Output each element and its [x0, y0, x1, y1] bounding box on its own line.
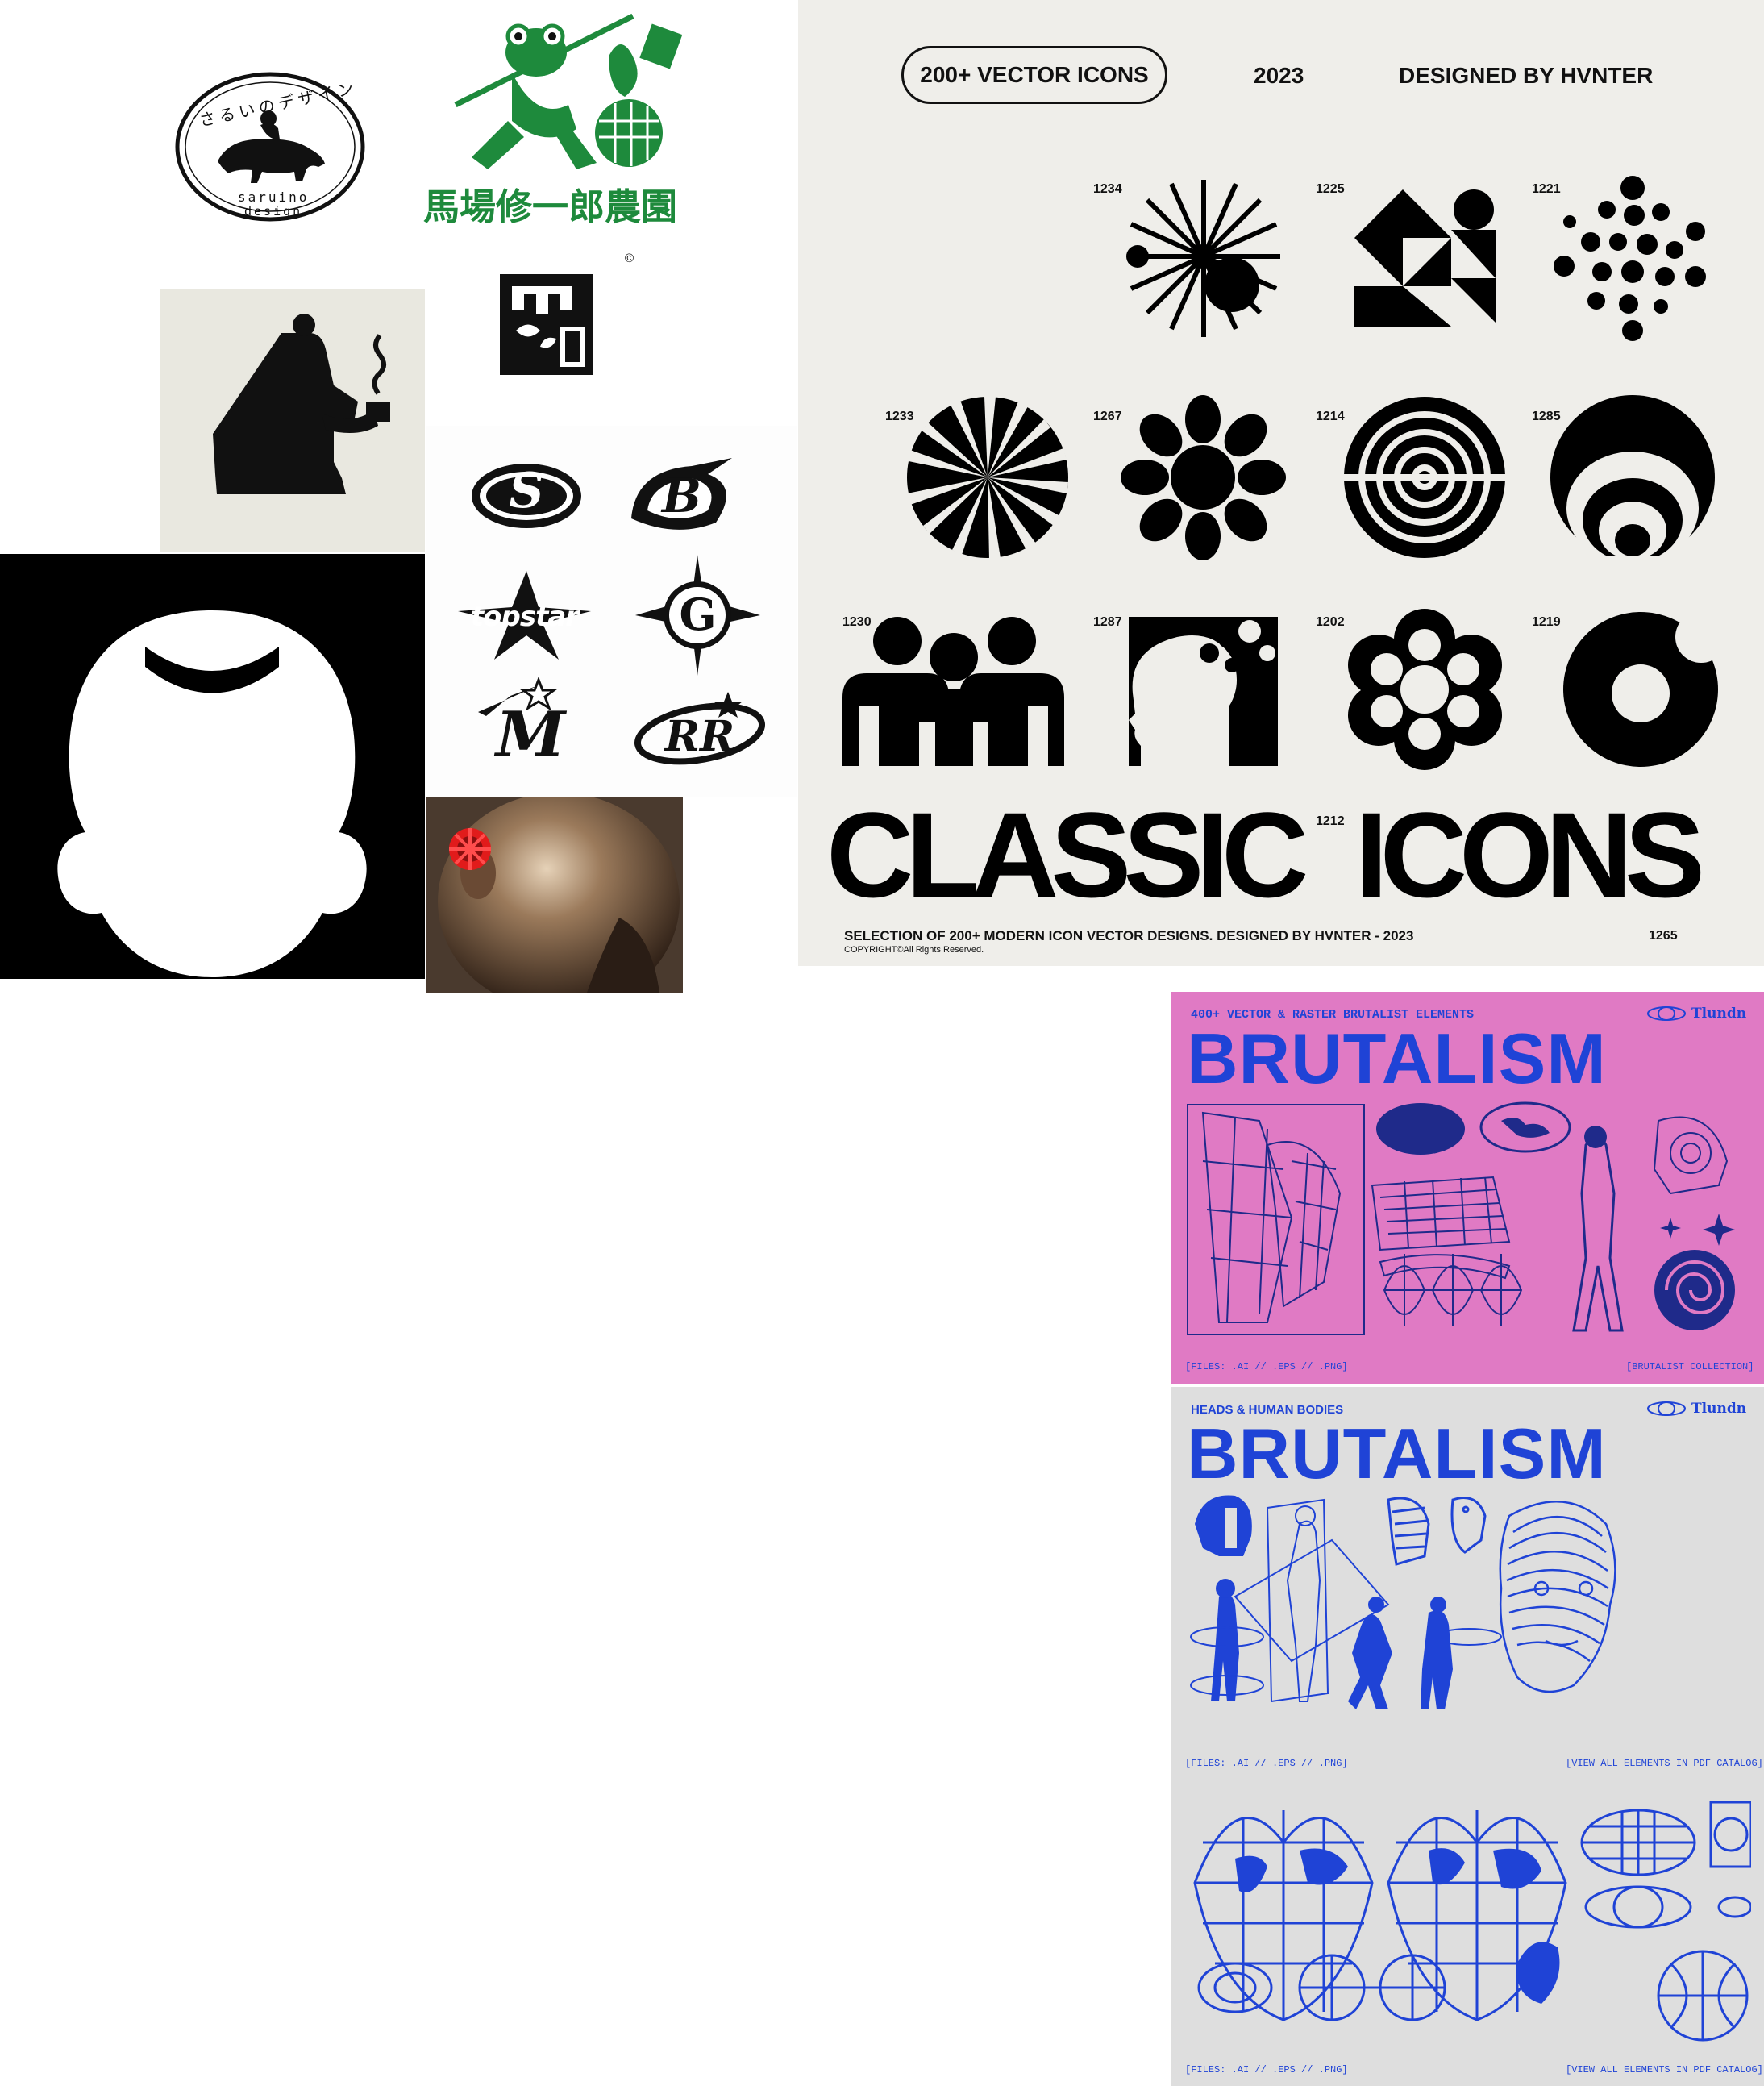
- icon-number-1202: 1202: [1316, 615, 1345, 629]
- saruino-logo-tile[interactable]: さるいのデザイン saruino design: [173, 69, 367, 226]
- brutalism-pink-tile[interactable]: 400+ VECTOR & RASTER BRUTALIST ELEMENTS …: [1171, 992, 1764, 1384]
- gothic-logo-m[interactable]: M: [462, 676, 591, 772]
- bear-pipe-tile[interactable]: [160, 289, 425, 552]
- pink-tagline: 400+ VECTOR & RASTER BRUTALIST ELEMENTS: [1191, 1008, 1475, 1022]
- icon-number-1285: 1285: [1532, 410, 1561, 423]
- bald-head-tile[interactable]: [0, 554, 425, 979]
- glyph-logo-tile[interactable]: ©: [492, 250, 645, 379]
- flower-outline-icon: [1348, 609, 1502, 770]
- red-valve-icon: [449, 828, 491, 870]
- bald-photo-tile[interactable]: [426, 797, 683, 993]
- heads-title: BRUTALISM: [1187, 1414, 1607, 1493]
- gothic-logo-m-letter: M: [495, 698, 566, 772]
- poster-title-icons: ICONS: [1354, 787, 1705, 922]
- icon-number-1214: 1214: [1316, 410, 1345, 423]
- globe-badge-icon: [1647, 1006, 1686, 1021]
- poster-copyright: COPYRIGHT©All Rights Reserved.: [844, 945, 984, 955]
- dot-cluster-icon: [1554, 176, 1706, 341]
- sunburst-icon: [1126, 180, 1280, 337]
- pink-files: [FILES: .AI // .EPS // .PNG]: [1185, 1361, 1348, 1372]
- heads-files: [FILES: .AI // .EPS // .PNG]: [1185, 1758, 1348, 1769]
- gothic-logo-s-letter: S: [509, 463, 544, 519]
- gothic-logo-topstar-text: topstar: [470, 601, 579, 633]
- bald-head-icon: [57, 610, 367, 977]
- people-group-icon: [842, 617, 1064, 766]
- icon-number-1265: 1265: [1649, 929, 1678, 943]
- icon-number-1234: 1234: [1093, 182, 1122, 196]
- gothic-logo-rr[interactable]: RR: [631, 684, 768, 772]
- target-rings-icon: [1342, 397, 1508, 558]
- concentric-arcs-icon: [1548, 395, 1717, 560]
- saruino-en-design: design: [244, 204, 303, 219]
- icon-number-1267: 1267: [1093, 410, 1122, 423]
- gothic-logo-rr-letters: RR: [664, 712, 735, 761]
- gothic-logo-s[interactable]: S: [470, 458, 583, 535]
- gothic-logos-panel[interactable]: S B topstar G M RR: [426, 426, 797, 797]
- poster-title-classic: CLASSIC: [826, 787, 1308, 922]
- icon-number-1212: 1212: [1316, 814, 1345, 828]
- heads-catalog: [VIEW ALL ELEMENTS IN PDF CATALOG]: [1566, 1758, 1763, 1769]
- flower-icon: [1121, 395, 1286, 560]
- icon-number-1233: 1233: [885, 410, 914, 423]
- pink-title: BRUTALISM: [1187, 1018, 1607, 1098]
- pink-collection: [BRUTALIST COLLECTION]: [1626, 1361, 1754, 1372]
- brutalist-elements-illustration: [1187, 1101, 1735, 1335]
- gothic-logo-b-letter: B: [661, 468, 702, 523]
- icon-number-1221: 1221: [1532, 182, 1561, 196]
- icon-number-1287: 1287: [1093, 615, 1122, 629]
- bald-photo: [426, 797, 683, 993]
- classic-icons-poster[interactable]: 200+ VECTOR ICONS 2023 DESIGNED BY HVNTE…: [798, 0, 1764, 966]
- brutalism-globes-tile[interactable]: [FILES: .AI // .EPS // .PNG] [VIEW ALL E…: [1171, 1782, 1764, 2086]
- brutalism-heads-tile[interactable]: HEADS & HUMAN BODIES Tlundn BRUTALISM: [1171, 1387, 1764, 1782]
- farm-logo-tile[interactable]: 馬場修一郎農園: [415, 8, 709, 230]
- gothic-logo-g-letter: G: [679, 589, 717, 640]
- saruino-en-name: saruino: [238, 189, 310, 205]
- heads-tagline: HEADS & HUMAN BODIES: [1191, 1403, 1344, 1417]
- heads-brand-badge: Tlundn: [1646, 1399, 1751, 1418]
- globe-badge-icon: [1647, 1401, 1686, 1416]
- bear-pipe-icon: [213, 314, 390, 494]
- poster-year: 2023: [1254, 63, 1304, 88]
- pink-brand-badge: Tlundn: [1646, 1004, 1751, 1023]
- vector-icons-pill[interactable]: 200+ VECTOR ICONS: [901, 46, 1167, 104]
- gothic-logo-g[interactable]: G: [635, 555, 760, 676]
- icon-number-1225: 1225: [1316, 182, 1345, 196]
- poster-designer: DESIGNED BY HVNTER: [1399, 63, 1654, 88]
- farm-name: 馬場修一郎農園: [423, 185, 678, 228]
- icon-number-1230: 1230: [842, 615, 872, 629]
- heads-brand-name: Tlundn: [1691, 1401, 1747, 1417]
- heads-bodies-illustration: [1190, 1495, 1616, 1709]
- saruino-logo: [175, 72, 365, 222]
- glyph-logo-icon: [500, 274, 593, 375]
- globes-catalog: [VIEW ALL ELEMENTS IN PDF CATALOG]: [1566, 2064, 1763, 2076]
- frog-icon: [454, 13, 683, 169]
- gothic-logo-b[interactable]: B: [619, 454, 744, 539]
- gothic-logo-topstar[interactable]: topstar: [454, 567, 595, 664]
- triangles-grid-icon: [1354, 189, 1496, 327]
- head-profile-icon: [1129, 617, 1278, 766]
- icon-number-1219: 1219: [1532, 615, 1561, 629]
- copyright-mark: ©: [625, 252, 634, 265]
- pink-brand-name: Tlundn: [1691, 1006, 1747, 1022]
- globes-illustration: [1193, 1801, 1751, 2042]
- pinwheel-icon: [907, 397, 1068, 560]
- globes-files: [FILES: .AI // .EPS // .PNG]: [1185, 2064, 1348, 2076]
- vector-icons-pill-label: 200+ VECTOR ICONS: [920, 62, 1149, 87]
- bitten-donut-icon: [1563, 611, 1721, 767]
- poster-subtitle: SELECTION OF 200+ MODERN ICON VECTOR DES…: [844, 928, 1414, 943]
